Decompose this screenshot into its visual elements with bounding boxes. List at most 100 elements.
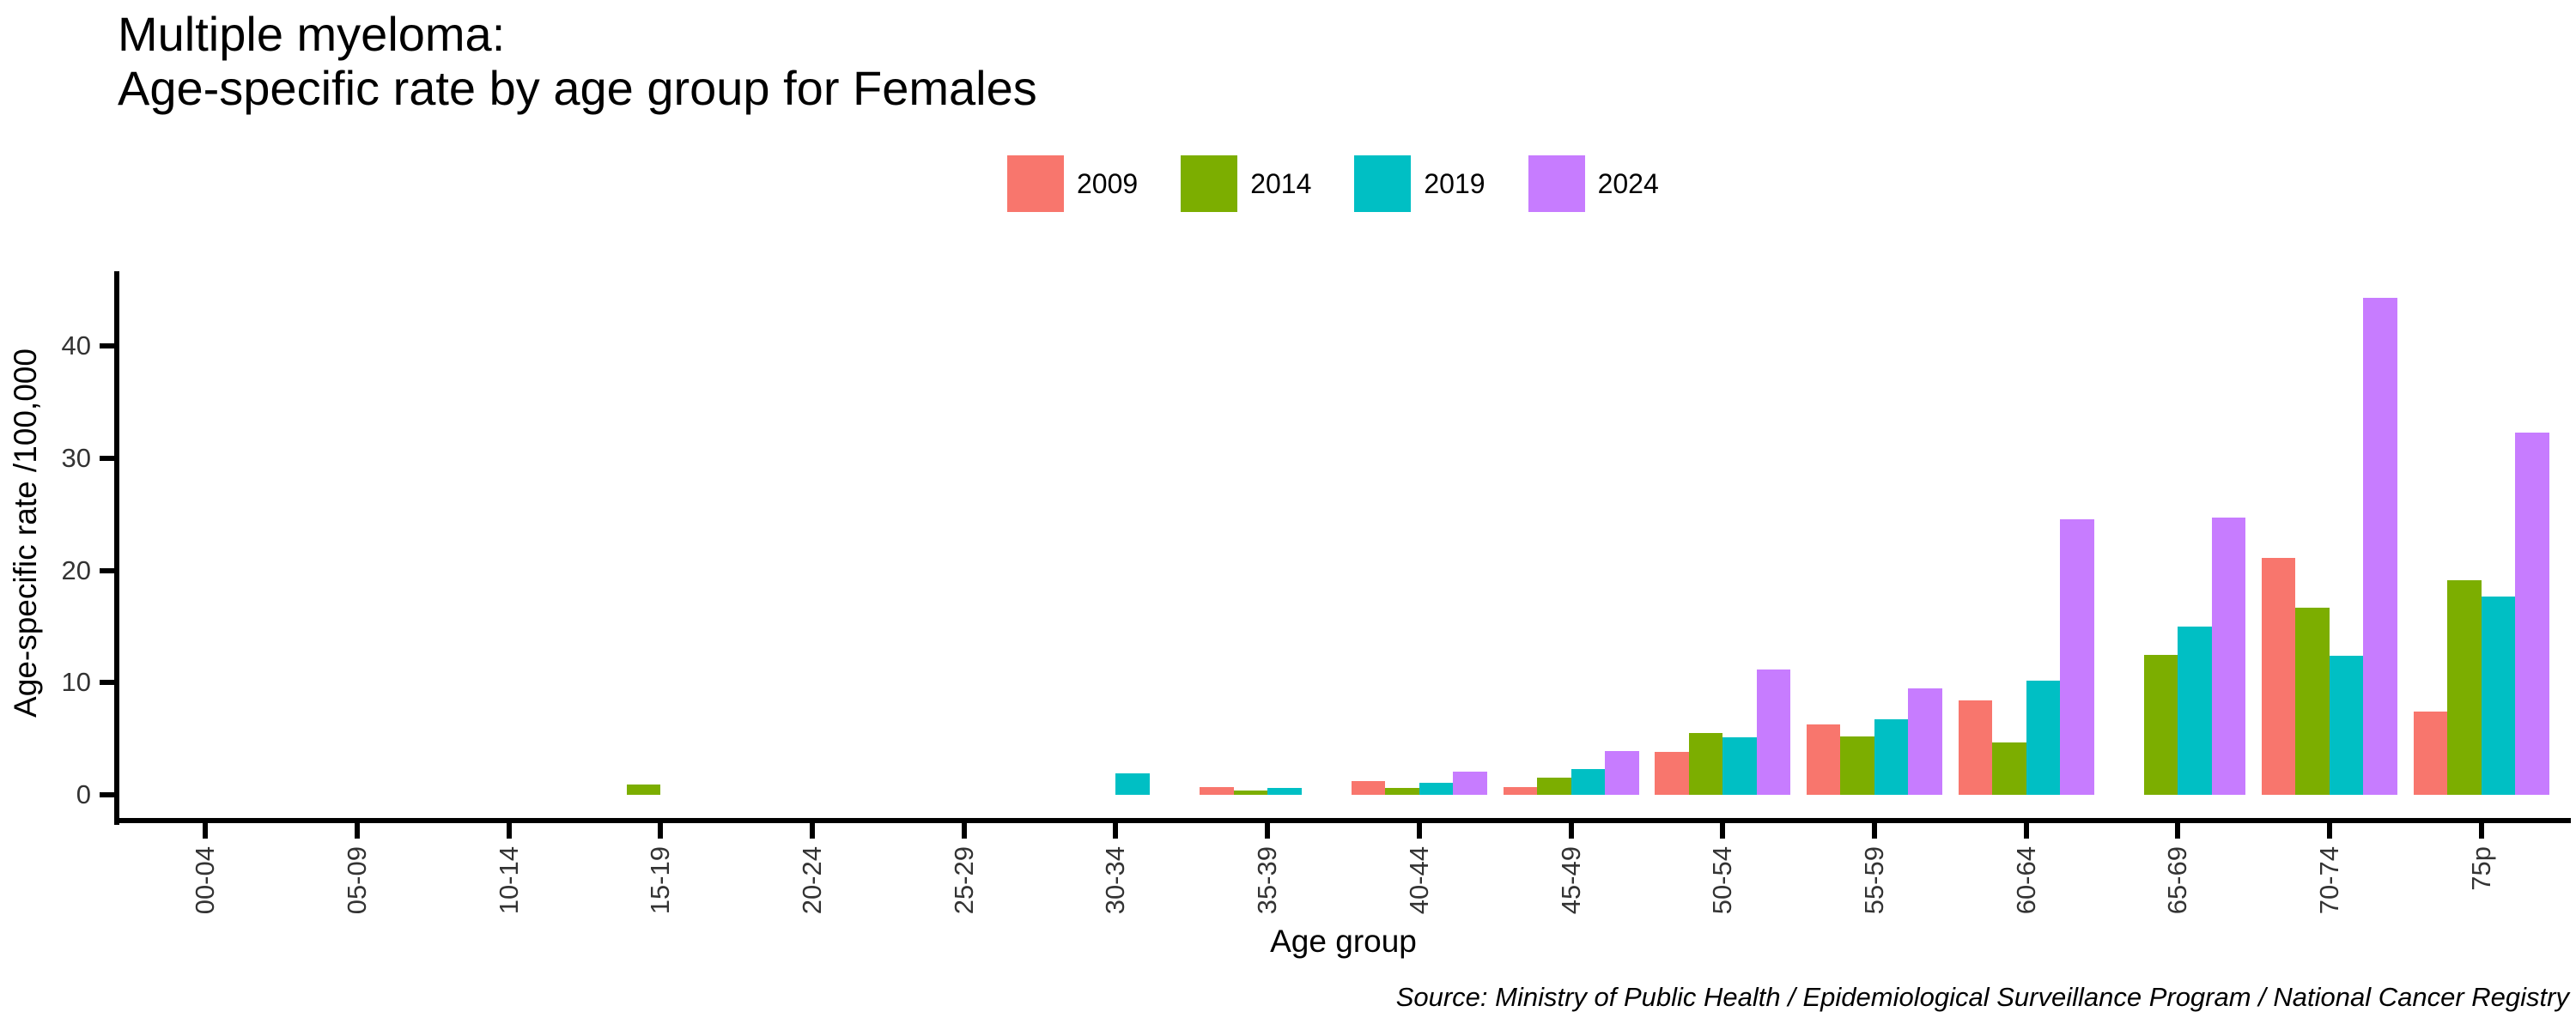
bar-2014-60-64 bbox=[1992, 742, 2026, 795]
x-tick-label-60-64: 60-64 bbox=[2010, 846, 2041, 915]
bar-group-40-44: 40-44 bbox=[1344, 271, 1496, 914]
legend-swatch-2009 bbox=[1007, 155, 1064, 212]
bar-2024-75p bbox=[2515, 432, 2549, 795]
bar-group-65-69: 65-69 bbox=[2102, 271, 2254, 914]
x-tick-label-20-24: 20-24 bbox=[797, 846, 828, 915]
x-tick-label-25-29: 25-29 bbox=[948, 846, 979, 915]
x-tick-mark-55-59 bbox=[1871, 823, 1877, 839]
bar-2024-60-64 bbox=[2060, 518, 2094, 795]
x-tick-label-75p: 75p bbox=[2465, 846, 2496, 891]
x-tick-label-wrap-50-54: 50-54 bbox=[1647, 846, 1799, 992]
bar-groups: 00-04 05-09 10-14 15-19 20-24 25-29 30-34 35-39… bbox=[130, 271, 2557, 914]
bar-group-15-19: 15-19 bbox=[585, 271, 737, 914]
x-tick-mark-45-49 bbox=[1568, 823, 1574, 839]
x-tick-label-wrap-25-29: 25-29 bbox=[888, 846, 1040, 992]
bar-group-20-24: 20-24 bbox=[737, 271, 889, 914]
bar-2009-60-64 bbox=[1958, 700, 1993, 795]
x-tick-label-wrap-60-64: 60-64 bbox=[1950, 846, 2102, 992]
x-tick-label-00-04: 00-04 bbox=[190, 846, 221, 915]
bar-2009-35-39 bbox=[1200, 786, 1234, 795]
y-tick-label-20: 20 bbox=[61, 554, 91, 585]
x-tick-label-wrap-45-49: 45-49 bbox=[1495, 846, 1647, 992]
x-tick-mark-10-14 bbox=[506, 823, 512, 839]
x-tick-mark-60-64 bbox=[2023, 823, 2029, 839]
x-tick-label-70-74: 70-74 bbox=[2313, 846, 2344, 915]
bar-2009-70-74 bbox=[2261, 558, 2296, 795]
y-tick-mark-0 bbox=[100, 792, 114, 797]
bar-2009-55-59 bbox=[1806, 724, 1841, 795]
legend-entry-2024: 2024 bbox=[1528, 155, 1659, 212]
bar-group-00-04: 00-04 bbox=[130, 271, 282, 914]
y-tick-label-40: 40 bbox=[61, 330, 91, 361]
bar-group-45-49: 45-49 bbox=[1495, 271, 1647, 914]
x-tick-label-wrap-70-74: 70-74 bbox=[2254, 846, 2406, 992]
bar-2014-50-54 bbox=[1688, 733, 1723, 795]
bar-2019-75p bbox=[2481, 596, 2516, 795]
bar-group-30-34: 30-34 bbox=[1040, 271, 1192, 914]
bar-group-70-74: 70-74 bbox=[2254, 271, 2406, 914]
y-axis-title: Age-specific rate /100,000 bbox=[8, 348, 43, 718]
x-tick-mark-50-54 bbox=[1720, 823, 1726, 839]
bar-group-35-39: 35-39 bbox=[1192, 271, 1344, 914]
bar-2019-30-34 bbox=[1115, 773, 1150, 795]
bar-2014-70-74 bbox=[2295, 607, 2330, 795]
x-tick-label-65-69: 65-69 bbox=[2162, 846, 2193, 915]
bar-2014-55-59 bbox=[1840, 736, 1874, 795]
legend-label-2019: 2019 bbox=[1424, 167, 1485, 199]
x-tick-mark-20-24 bbox=[810, 823, 816, 839]
bar-group-50-54: 50-54 bbox=[1647, 271, 1799, 914]
bar-group-75p: 75p bbox=[2405, 271, 2557, 891]
legend: 2009 2014 2019 2024 bbox=[1007, 155, 1659, 212]
x-tick-label-wrap-15-19: 15-19 bbox=[585, 846, 737, 992]
bar-2019-65-69 bbox=[2178, 626, 2212, 795]
x-tick-label-50-54: 50-54 bbox=[1707, 846, 1738, 915]
bar-2024-70-74 bbox=[2363, 298, 2397, 795]
bar-2019-40-44 bbox=[1419, 782, 1454, 795]
legend-swatch-2019 bbox=[1354, 155, 1412, 212]
x-tick-mark-40-44 bbox=[1416, 823, 1422, 839]
x-tick-mark-15-19 bbox=[658, 823, 664, 839]
bar-2014-15-19 bbox=[626, 785, 661, 795]
bar-2024-65-69 bbox=[2211, 518, 2246, 795]
y-axis-line bbox=[114, 271, 119, 825]
x-tick-mark-75p bbox=[2478, 823, 2484, 839]
bar-2019-50-54 bbox=[1722, 737, 1757, 795]
bar-2024-50-54 bbox=[1756, 669, 1791, 795]
x-tick-label-wrap-75p: 75p bbox=[2405, 846, 2557, 992]
legend-entry-2009: 2009 bbox=[1007, 155, 1138, 212]
x-tick-mark-00-04 bbox=[203, 823, 209, 839]
bar-2024-55-59 bbox=[1908, 688, 1942, 795]
chart-title: Multiple myeloma: Age-specific rate by a… bbox=[118, 7, 1037, 115]
x-tick-label-wrap-40-44: 40-44 bbox=[1344, 846, 1496, 992]
bar-2009-75p bbox=[2413, 712, 2448, 795]
x-tick-label-wrap-65-69: 65-69 bbox=[2102, 846, 2254, 992]
plot-area: 00-04 05-09 10-14 15-19 20-24 25-29 30-34 35-39… bbox=[130, 271, 2557, 914]
x-tick-mark-25-29 bbox=[961, 823, 967, 839]
bar-2019-35-39 bbox=[1267, 788, 1302, 795]
bar-group-25-29: 25-29 bbox=[888, 271, 1040, 914]
legend-label-2009: 2009 bbox=[1077, 167, 1139, 199]
bar-group-10-14: 10-14 bbox=[433, 271, 585, 914]
legend-swatch-2014 bbox=[1181, 155, 1238, 212]
y-tick-mark-40 bbox=[100, 343, 114, 349]
source-note: Source: Ministry of Public Health / Epid… bbox=[1395, 982, 2569, 1012]
x-tick-label-15-19: 15-19 bbox=[645, 846, 676, 915]
bar-group-60-64: 60-64 bbox=[1950, 271, 2102, 914]
bar-2014-35-39 bbox=[1233, 790, 1268, 795]
x-tick-mark-30-34 bbox=[1113, 823, 1119, 839]
y-tick-mark-10 bbox=[100, 680, 114, 686]
bar-2009-50-54 bbox=[1655, 752, 1689, 795]
y-tick-mark-30 bbox=[100, 455, 114, 461]
bar-2014-65-69 bbox=[2143, 654, 2178, 795]
x-tick-mark-35-39 bbox=[1265, 823, 1271, 839]
x-axis-line bbox=[114, 818, 2571, 823]
chart-title-line-1: Multiple myeloma: bbox=[118, 7, 506, 61]
legend-swatch-2024 bbox=[1528, 155, 1585, 212]
x-tick-label-wrap-30-34: 30-34 bbox=[1040, 846, 1192, 992]
x-tick-label-wrap-55-59: 55-59 bbox=[1799, 846, 1951, 992]
bar-2009-45-49 bbox=[1503, 786, 1538, 795]
y-tick-mark-20 bbox=[100, 567, 114, 573]
x-tick-label-wrap-05-09: 05-09 bbox=[282, 846, 434, 992]
bar-2014-40-44 bbox=[1385, 788, 1419, 795]
